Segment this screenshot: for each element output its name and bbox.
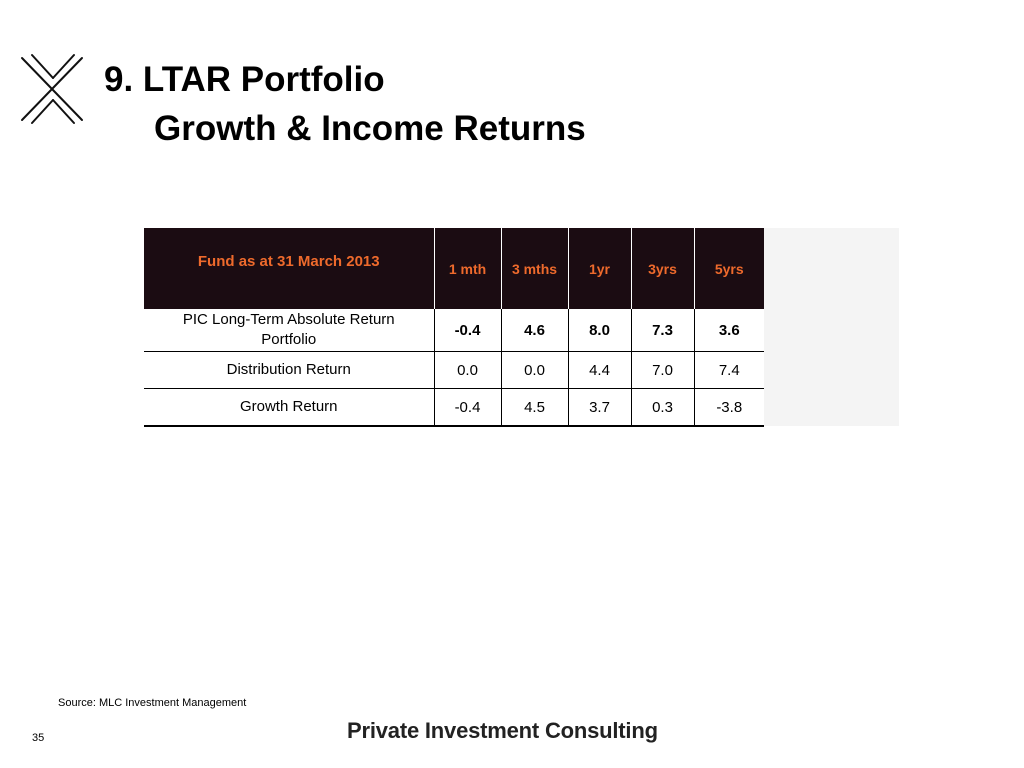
column-header-3yrs: 3yrs <box>631 228 695 309</box>
table-row: Distribution Return 0.0 0.0 4.4 7.0 7.4 <box>144 351 764 389</box>
table-cell: 0.0 <box>501 351 569 389</box>
brand-logo: Private Investment Consulting <box>347 718 658 743</box>
table-cell: 7.3 <box>631 309 695 352</box>
table-cell: 0.0 <box>434 351 502 389</box>
table-cell: -3.8 <box>694 388 764 427</box>
page-title: 9. LTAR Portfolio <box>104 60 385 99</box>
column-header-1yr: 1yr <box>568 228 632 309</box>
side-panel <box>764 228 899 426</box>
row-label: Distribution Return <box>144 351 435 389</box>
table-cell: 0.3 <box>631 388 695 427</box>
table-cell: 7.0 <box>631 351 695 389</box>
column-header-3mths: 3 mths <box>501 228 569 309</box>
table-cell: -0.4 <box>434 388 502 427</box>
returns-table: Fund as at 31 March 2013 1 mth 3 mths 1y… <box>144 228 764 427</box>
column-header-fund: Fund as at 31 March 2013 <box>144 228 435 309</box>
source-note: Source: MLC Investment Management <box>58 697 247 709</box>
table-row: Growth Return -0.4 4.5 3.7 0.3 -3.8 <box>144 388 764 427</box>
row-label: Growth Return <box>144 388 435 427</box>
table-cell: 4.5 <box>501 388 569 427</box>
page-subtitle: Growth & Income Returns <box>154 109 586 148</box>
x-logo-icon <box>21 54 83 124</box>
table-header-row: Fund as at 31 March 2013 1 mth 3 mths 1y… <box>144 228 764 309</box>
table-cell: -0.4 <box>434 309 502 352</box>
column-header-5yrs: 5yrs <box>694 228 764 309</box>
table-cell: 3.6 <box>694 309 764 352</box>
table-cell: 8.0 <box>568 309 632 352</box>
table-cell: 7.4 <box>694 351 764 389</box>
row-label: PIC Long-Term Absolute Return Portfolio <box>144 309 435 352</box>
table-cell: 3.7 <box>568 388 632 427</box>
table-row: PIC Long-Term Absolute Return Portfolio … <box>144 309 764 352</box>
table-cell: 4.4 <box>568 351 632 389</box>
table-cell: 4.6 <box>501 309 569 352</box>
page-number: 35 <box>32 732 45 744</box>
column-header-1mth: 1 mth <box>434 228 502 309</box>
